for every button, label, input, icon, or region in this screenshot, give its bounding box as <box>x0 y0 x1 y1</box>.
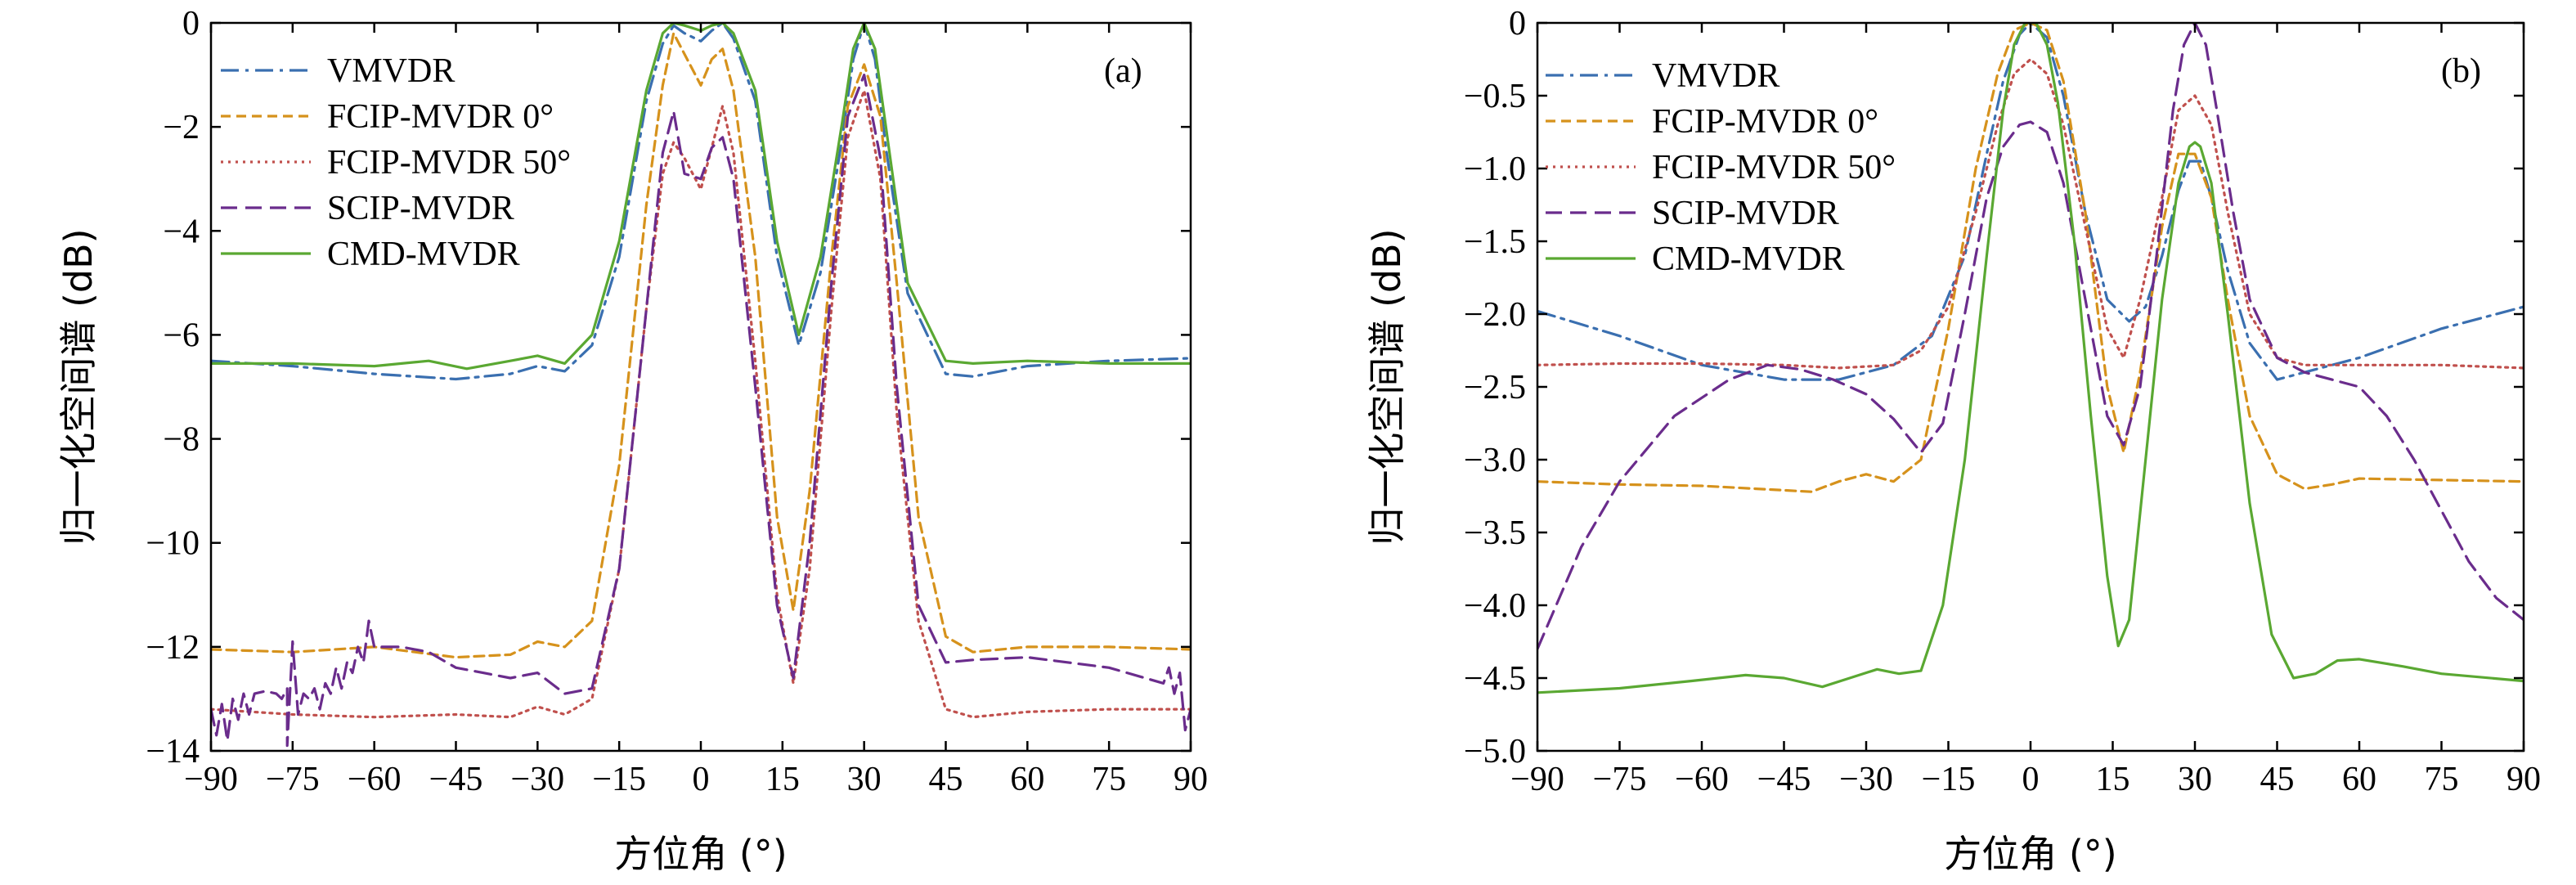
x-tick-label: −15 <box>1922 761 1976 798</box>
x-tick-label: −15 <box>592 761 646 798</box>
series-line-scip <box>211 73 1191 748</box>
y-tick-label: 0 <box>182 5 200 43</box>
legend-label: SCIP-MVDR <box>327 190 514 227</box>
x-tick-label: −75 <box>1593 761 1647 798</box>
x-tick-label: 0 <box>693 761 710 798</box>
x-tick-label: 60 <box>2342 761 2376 798</box>
x-tick-label: 60 <box>1010 761 1044 798</box>
y-tick-label: −2.5 <box>1464 369 1526 407</box>
y-tick-label: −10 <box>146 525 200 563</box>
y-tick-label: −0.5 <box>1464 78 1526 115</box>
y-tick-label: −2.0 <box>1464 296 1526 334</box>
y-tick-label: −6 <box>163 317 200 354</box>
legend-label: FCIP-MVDR 0° <box>1652 103 1878 141</box>
x-tick-label: −75 <box>266 761 320 798</box>
x-tick-label: −30 <box>1839 761 1893 798</box>
series-line-fcip50 <box>1537 57 2524 370</box>
y-tick-label: −4.5 <box>1464 660 1526 698</box>
x-tick-label: 30 <box>847 761 882 798</box>
legend-label: VMVDR <box>327 52 455 90</box>
series-line-fcip0 <box>211 32 1191 659</box>
series-line-vmvdr <box>1537 23 2524 381</box>
y-tick-label: −5.0 <box>1464 733 1526 770</box>
legend-label: FCIP-MVDR 50° <box>327 144 571 182</box>
y-tick-label: −4 <box>163 213 200 250</box>
legend-b: VMVDR FCIP-MVDR 0° FCIP-MVDR 50° SCIP-MVDR C… <box>1546 57 1896 278</box>
y-tick-label: −2 <box>163 109 200 146</box>
x-tick-label: −90 <box>1510 761 1564 798</box>
x-axis-title-b: 方位角 (°) <box>1944 832 2117 876</box>
x-tick-label: 75 <box>2425 761 2459 798</box>
x-tick-label: 75 <box>1092 761 1126 798</box>
x-tick-label: 90 <box>2506 761 2541 798</box>
ticks-b: −90 −75 −60 −45 −30 −15 0 15 30 45 60 75 90 0 −0.5 −1.0… <box>1464 5 2541 798</box>
legend-label: SCIP-MVDR <box>1652 195 1839 232</box>
y-tick-label: −3.0 <box>1464 442 1526 479</box>
series-line-fcip50 <box>211 88 1191 719</box>
series-line-cmd <box>1537 23 2524 694</box>
y-tick-label: −4.0 <box>1464 587 1526 625</box>
x-tick-label: −45 <box>429 761 483 798</box>
y-tick-label: −14 <box>146 733 200 770</box>
ticks-a: −90 −75 −60 −45 −30 −15 0 15 30 45 60 75 90 0 −2 −4 −6 −8… <box>146 5 1208 798</box>
series-line-cmd <box>211 23 1191 371</box>
y-tick-label: −12 <box>146 629 200 667</box>
series-line-fcip0 <box>1537 23 2524 493</box>
series-line-vmvdr <box>211 23 1191 381</box>
panel-a: −90 −75 −60 −45 −30 −15 0 15 30 45 60 75 90 0 −2 −4 −6 −8… <box>56 5 1208 876</box>
legend-a: VMVDR FCIP-MVDR 0° FCIP-MVDR 50° SCIP-MVDR C… <box>221 52 571 273</box>
panel-label-b: (b) <box>2441 52 2481 90</box>
y-tick-label: −1.0 <box>1464 150 1526 188</box>
series-layer-a <box>211 23 1191 748</box>
series-layer-b <box>1537 23 2524 694</box>
x-tick-label: −30 <box>510 761 564 798</box>
y-tick-label: −1.5 <box>1464 223 1526 261</box>
x-tick-label: −45 <box>1757 761 1811 798</box>
legend-label: CMD-MVDR <box>1652 240 1845 278</box>
y-axis-title-a: 归一化空间谱 (dB) <box>56 228 101 545</box>
x-tick-label: 45 <box>929 761 963 798</box>
legend-label: CMD-MVDR <box>327 236 520 273</box>
panel-label-a: (a) <box>1104 52 1142 90</box>
x-tick-label: −60 <box>1675 761 1729 798</box>
legend-label: FCIP-MVDR 0° <box>327 98 554 136</box>
x-tick-label: 90 <box>1174 761 1208 798</box>
y-tick-label: −3.5 <box>1464 514 1526 552</box>
x-tick-label: 0 <box>2022 761 2040 798</box>
x-tick-label: 15 <box>765 761 800 798</box>
x-tick-label: −90 <box>184 761 238 798</box>
legend-label: VMVDR <box>1652 57 1779 95</box>
x-tick-label: 45 <box>2260 761 2295 798</box>
y-tick-label: −8 <box>163 421 200 459</box>
panel-b: −90 −75 −60 −45 −30 −15 0 15 30 45 60 75 90 0 −0.5 −1.0… <box>1365 5 2541 876</box>
x-axis-title-a: 方位角 (°) <box>614 832 788 876</box>
x-tick-label: 15 <box>2096 761 2130 798</box>
y-axis-title-b: 归一化空间谱 (dB) <box>1365 228 1409 545</box>
x-tick-label: −60 <box>348 761 402 798</box>
x-tick-label: 30 <box>2178 761 2212 798</box>
legend-label: FCIP-MVDR 50° <box>1652 149 1896 186</box>
y-tick-label: 0 <box>1509 5 1526 43</box>
series-line-scip <box>1537 23 2524 651</box>
